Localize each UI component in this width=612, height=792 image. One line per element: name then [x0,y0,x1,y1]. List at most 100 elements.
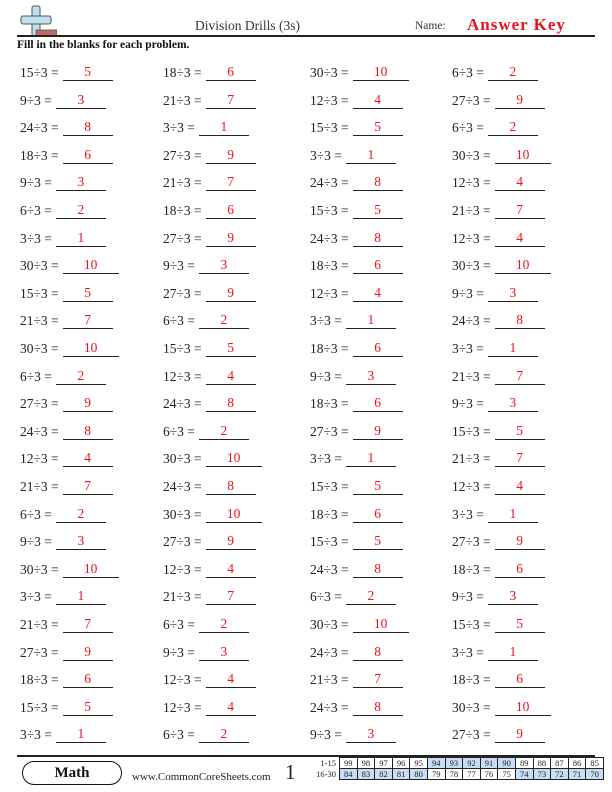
answer-blank[interactable]: 5 [205,339,256,357]
answer-blank[interactable]: 6 [352,505,403,523]
answer-blank[interactable]: 3 [55,91,106,109]
answer-blank[interactable]: 8 [352,643,403,661]
answer-blank[interactable]: 2 [198,422,249,440]
answer-blank[interactable]: 3 [55,532,106,551]
answer-blank[interactable]: 5 [62,698,113,716]
answer-blank[interactable]: 7 [494,449,545,468]
answer-blank[interactable]: 9 [352,422,403,440]
answer-blank[interactable]: 6 [62,670,113,689]
answer-blank[interactable]: 1 [345,311,396,330]
answer-blank[interactable]: 6 [205,201,256,219]
answer-blank[interactable]: 9 [494,91,545,109]
answer-blank[interactable]: 10 [494,146,551,164]
answer-blank[interactable]: 6 [62,146,113,164]
answer-blank[interactable]: 4 [205,560,256,578]
answer-blank[interactable]: 5 [62,284,113,302]
answer-blank[interactable]: 3 [487,587,538,606]
answer-blank[interactable]: 3 [345,725,396,744]
answer-blank[interactable]: 1 [345,146,396,164]
answer-blank[interactable]: 4 [494,477,545,495]
answer-blank[interactable]: 9 [205,532,256,551]
answer-blank[interactable]: 4 [205,698,256,716]
answer-blank[interactable]: 10 [352,615,409,633]
answer-blank[interactable]: 2 [55,505,106,523]
answer-blank[interactable]: 2 [198,615,249,633]
answer-blank[interactable]: 2 [55,367,106,385]
answer-blank[interactable]: 1 [55,587,106,606]
answer-blank[interactable]: 5 [352,532,403,551]
answer-blank[interactable]: 8 [62,118,113,137]
answer-blank[interactable]: 1 [198,118,249,137]
answer-blank[interactable]: 9 [205,229,256,247]
answer-blank[interactable]: 3 [198,256,249,275]
answer-blank[interactable]: 5 [352,118,403,137]
answer-blank[interactable]: 6 [352,339,403,357]
answer-blank[interactable]: 3 [198,643,249,661]
answer-blank[interactable]: 8 [352,560,403,578]
answer-blank[interactable]: 7 [205,91,256,109]
answer-blank[interactable]: 1 [345,449,396,468]
answer-blank[interactable]: 8 [62,422,113,440]
answer-blank[interactable]: 1 [487,643,538,661]
answer-blank[interactable]: 3 [487,394,538,413]
answer-blank[interactable]: 6 [494,560,545,578]
answer-blank[interactable]: 8 [205,477,256,495]
answer-blank[interactable]: 2 [55,201,106,219]
answer-blank[interactable]: 4 [62,449,113,468]
answer-blank[interactable]: 7 [205,173,256,192]
answer-blank[interactable]: 5 [352,477,403,495]
answer-blank[interactable]: 2 [198,311,249,330]
answer-blank[interactable]: 1 [487,505,538,523]
answer-blank[interactable]: 4 [494,229,545,247]
answer-blank[interactable]: 6 [352,394,403,413]
answer-blank[interactable]: 6 [352,256,403,275]
answer-blank[interactable]: 5 [494,422,545,440]
answer-blank[interactable]: 10 [62,256,119,275]
answer-blank[interactable]: 7 [62,615,113,633]
answer-blank[interactable]: 5 [352,201,403,219]
answer-blank[interactable]: 4 [352,284,403,302]
answer-blank[interactable]: 10 [352,63,409,81]
answer-blank[interactable]: 9 [494,532,545,551]
answer-blank[interactable]: 2 [487,63,538,81]
answer-blank[interactable]: 4 [205,367,256,385]
answer-blank[interactable]: 10 [205,505,262,523]
answer-blank[interactable]: 7 [494,201,545,219]
answer-blank[interactable]: 9 [205,146,256,164]
answer-blank[interactable]: 7 [205,587,256,606]
answer-blank[interactable]: 4 [494,173,545,192]
answer-blank[interactable]: 7 [62,477,113,495]
answer-blank[interactable]: 6 [205,63,256,81]
answer-blank[interactable]: 5 [494,615,545,633]
answer-blank[interactable]: 8 [352,229,403,247]
answer-blank[interactable]: 7 [352,670,403,689]
answer-blank[interactable]: 10 [205,449,262,468]
answer-blank[interactable]: 10 [494,698,551,716]
answer-blank[interactable]: 8 [205,394,256,413]
answer-blank[interactable]: 3 [487,284,538,302]
answer-blank[interactable]: 7 [62,311,113,330]
answer-blank[interactable]: 10 [62,560,119,578]
answer-blank[interactable]: 9 [494,725,545,744]
answer-blank[interactable]: 9 [62,394,113,413]
answer-blank[interactable]: 8 [494,311,545,330]
answer-blank[interactable]: 4 [205,670,256,689]
answer-blank[interactable]: 6 [494,670,545,689]
answer-blank[interactable]: 10 [494,256,551,275]
answer-blank[interactable]: 3 [55,173,106,192]
answer-blank[interactable]: 1 [55,229,106,247]
answer-blank[interactable]: 5 [62,63,113,81]
answer-blank[interactable]: 9 [62,643,113,661]
answer-blank[interactable]: 3 [345,367,396,385]
answer-blank[interactable]: 2 [345,587,396,606]
answer-blank[interactable]: 1 [487,339,538,357]
answer-blank[interactable]: 2 [198,725,249,744]
answer-blank[interactable]: 8 [352,698,403,716]
answer-blank[interactable]: 4 [352,91,403,109]
answer-blank[interactable]: 7 [494,367,545,385]
answer-blank[interactable]: 1 [55,725,106,744]
answer-blank[interactable]: 10 [62,339,119,357]
answer-blank[interactable]: 8 [352,173,403,192]
answer-blank[interactable]: 2 [487,118,538,137]
answer-blank[interactable]: 9 [205,284,256,302]
